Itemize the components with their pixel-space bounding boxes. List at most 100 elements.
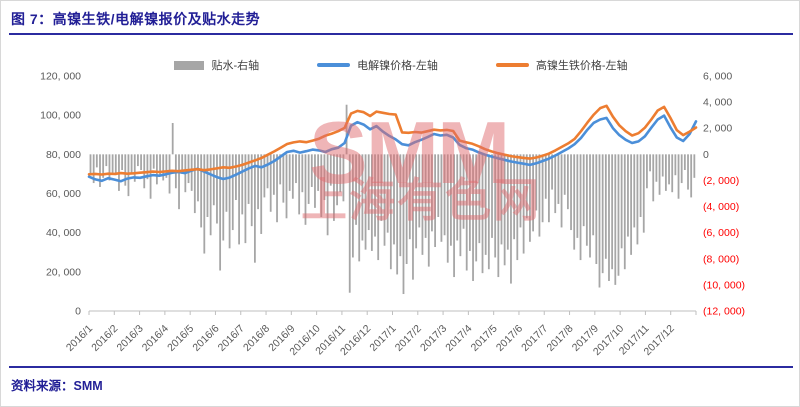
left-axis-tick-label: 100, 000	[40, 110, 81, 122]
premium-bar	[193, 154, 196, 214]
premium-bar	[352, 154, 354, 258]
x-axis-month-label: 2017/2	[393, 323, 424, 354]
blue-line-swatch-icon	[317, 63, 351, 67]
premium-bar	[146, 154, 149, 180]
premium-bar	[687, 154, 689, 190]
premium-bar	[320, 154, 323, 217]
premium-bar	[608, 154, 610, 281]
premium-bar	[658, 154, 661, 195]
premium-bar	[257, 154, 259, 210]
premium-bar	[668, 154, 670, 185]
left-axis-tick-label: 60, 000	[46, 188, 81, 200]
premium-bar	[219, 154, 222, 271]
premium-bar	[465, 154, 468, 271]
legend-label: 电解镍价格-左轴	[357, 60, 438, 72]
x-axis-month-label: 2017/6	[494, 323, 525, 354]
premium-bar	[396, 154, 399, 275]
x-axis-month-label: 2017/1	[367, 323, 398, 354]
premium-bar	[690, 154, 693, 198]
premium-bar	[440, 154, 443, 242]
premium-bar	[472, 154, 474, 281]
left-axis-tick-label: 120, 000	[40, 71, 81, 83]
premium-bar	[497, 154, 500, 278]
premium-bar	[216, 154, 218, 224]
right-axis-tick-label: 6, 000	[703, 71, 732, 83]
premium-bar	[250, 154, 253, 227]
premium-bar	[329, 154, 332, 186]
right-axis-tick-label: (10, 000)	[703, 279, 745, 291]
premium-bar	[102, 154, 105, 178]
premium-bar	[427, 154, 430, 267]
x-axis-month-label: 2016/2	[89, 323, 120, 354]
premium-bar	[500, 154, 503, 245]
premium-bar	[114, 154, 117, 176]
premium-bar	[434, 154, 436, 248]
premium-bar	[506, 154, 509, 250]
premium-bar	[639, 154, 642, 217]
premium-bar	[389, 154, 392, 270]
premium-bar	[421, 154, 424, 255]
premium-bar	[130, 154, 133, 174]
right-axis-tick-label: 0	[703, 149, 709, 161]
premium-bar	[636, 154, 639, 245]
premium-bar	[680, 154, 683, 184]
premium-bar	[291, 154, 294, 199]
premium-bar	[247, 154, 250, 204]
x-axis-month-label: 2016/7	[216, 323, 247, 354]
premium-bar	[171, 123, 174, 155]
premium-bar	[661, 154, 664, 177]
premium-bar	[276, 154, 278, 223]
x-axis-month-label: 2016/1	[64, 323, 95, 354]
figure-title: 图 7：高镍生铁/电解镍报价及贴水走势	[11, 11, 261, 27]
premium-bar	[301, 154, 304, 193]
right-axis-tick-label: (8, 000)	[703, 253, 739, 265]
premium-bar	[159, 154, 161, 176]
legend-label: 高镍生铁价格-左轴	[535, 60, 628, 72]
premium-bar	[443, 154, 446, 236]
premium-bar	[620, 154, 623, 249]
premium-bar	[642, 154, 645, 233]
premium-bar	[415, 154, 418, 249]
x-axis-month-label: 2016/3	[115, 323, 146, 354]
legend-item-refined-nickel: 电解镍价格-左轴	[317, 57, 438, 73]
x-axis-month-label: 2016/6	[190, 323, 221, 354]
premium-bar	[576, 154, 579, 238]
premium-bar	[190, 154, 193, 191]
premium-bar	[623, 154, 626, 270]
premium-bar	[579, 154, 582, 261]
premium-bar	[228, 154, 231, 249]
premium-bar	[566, 154, 569, 210]
premium-bar	[611, 154, 614, 270]
premium-bar	[121, 154, 124, 170]
premium-bar	[424, 154, 427, 238]
x-axis-month-label: 2016/5	[165, 323, 196, 354]
premium-bar	[481, 154, 484, 274]
premium-bar	[544, 154, 547, 199]
premium-bar	[295, 154, 297, 184]
premium-bar	[178, 154, 180, 210]
premium-bar	[418, 154, 421, 228]
premium-bar	[140, 154, 142, 170]
premium-bar	[310, 154, 313, 187]
premium-bar	[484, 154, 487, 255]
premium-bar	[570, 154, 572, 231]
premium-bar	[345, 104, 348, 155]
premium-bar	[374, 154, 376, 237]
premium-bar	[475, 154, 478, 262]
premium-bar	[333, 154, 335, 221]
premium-bar	[238, 154, 240, 245]
premium-bar	[165, 154, 168, 178]
premium-bar	[124, 154, 127, 186]
premium-bar	[601, 154, 604, 274]
x-axis-month-label: 2017/3	[418, 323, 449, 354]
premium-bar	[89, 154, 92, 174]
premium-bar	[181, 154, 184, 174]
premium-bar	[548, 154, 550, 223]
premium-bar	[582, 154, 585, 227]
x-axis-month-label: 2016/4	[140, 323, 171, 354]
premium-bar	[370, 154, 373, 251]
premium-bar	[377, 154, 380, 261]
x-axis-month-label: 2017/5	[469, 323, 500, 354]
premium-bar	[304, 154, 307, 225]
premium-bar	[111, 154, 114, 173]
